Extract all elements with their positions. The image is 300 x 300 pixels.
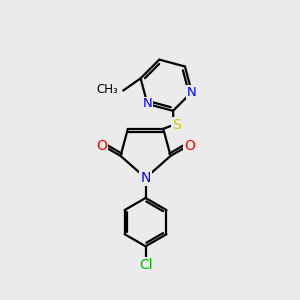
Text: N: N [142, 98, 152, 110]
Text: O: O [96, 139, 107, 153]
Text: S: S [172, 118, 181, 132]
Text: N: N [140, 171, 151, 185]
Text: O: O [184, 139, 195, 153]
Text: CH₃: CH₃ [96, 82, 118, 96]
Text: Cl: Cl [139, 258, 152, 272]
Text: N: N [187, 85, 197, 99]
